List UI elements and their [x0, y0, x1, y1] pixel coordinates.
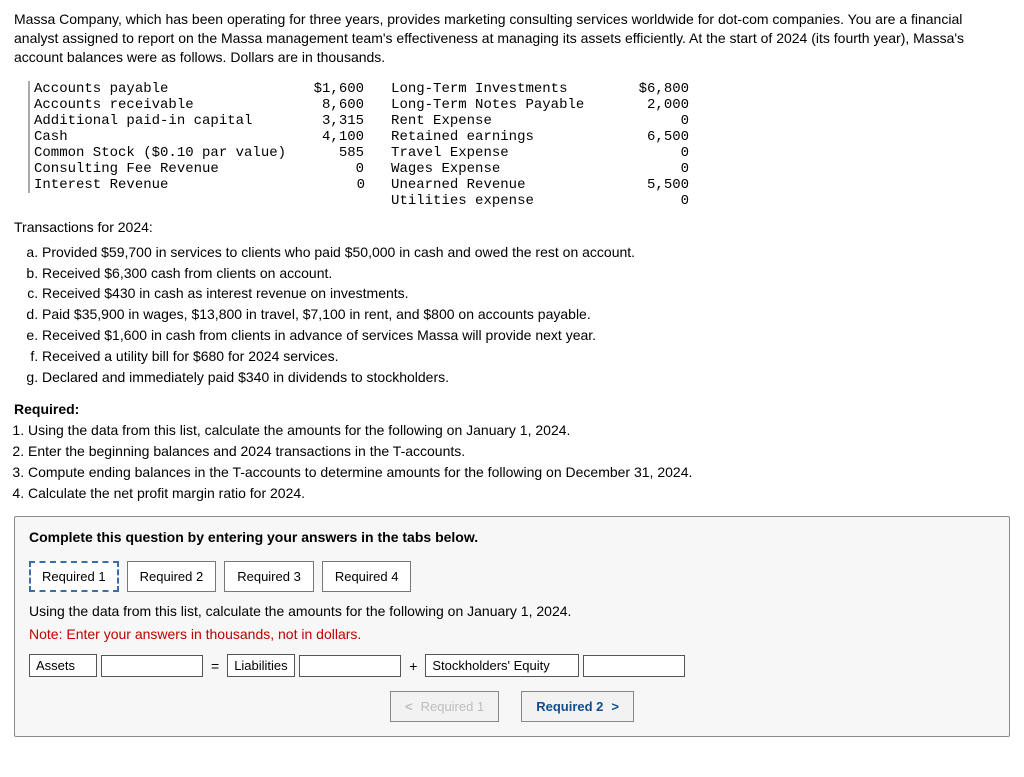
- transactions-title: Transactions for 2024:: [14, 219, 1010, 235]
- required-item: Calculate the net profit margin ratio fo…: [28, 484, 1010, 503]
- transaction-item: Declared and immediately paid $340 in di…: [42, 368, 1010, 387]
- nav-buttons: < Required 1 Required 2 >: [29, 691, 995, 722]
- equity-input[interactable]: [583, 655, 685, 677]
- plus-sign: +: [405, 658, 421, 674]
- tab-required-2[interactable]: Required 2: [127, 561, 217, 592]
- transaction-item: Received $430 in cash as interest revenu…: [42, 284, 1010, 303]
- required-item: Compute ending balances in the T-account…: [28, 463, 1010, 482]
- sub-instruction: Using the data from this list, calculate…: [29, 602, 995, 621]
- assets-label: Assets: [29, 654, 97, 677]
- required-item: Enter the beginning balances and 2024 tr…: [28, 442, 1010, 461]
- transaction-item: Provided $59,700 in services to clients …: [42, 243, 1010, 262]
- next-button-label: Required 2: [536, 699, 603, 714]
- tab-required-3[interactable]: Required 3: [224, 561, 314, 592]
- next-button[interactable]: Required 2 >: [521, 691, 634, 722]
- balances-table: Accounts payable $1,600 Long-Term Invest…: [28, 81, 698, 209]
- chevron-right-icon: >: [611, 699, 619, 714]
- bal-left-amount: $1,600: [294, 81, 373, 97]
- bal-right-amount: $6,800: [619, 81, 697, 97]
- problem-intro: Massa Company, which has been operating …: [14, 10, 1010, 67]
- tab-required-1[interactable]: Required 1: [29, 561, 119, 592]
- prev-button[interactable]: < Required 1: [390, 691, 499, 722]
- required-title: Required:: [14, 401, 1010, 417]
- transactions-list: Provided $59,700 in services to clients …: [42, 243, 1010, 387]
- liabilities-input[interactable]: [299, 655, 401, 677]
- transaction-item: Received $1,600 in cash from clients in …: [42, 326, 1010, 345]
- prev-button-label: Required 1: [421, 699, 485, 714]
- liabilities-label: Liabilities: [227, 654, 295, 677]
- equation-row: Assets = Liabilities + Stockholders' Equ…: [29, 654, 995, 677]
- bal-right-label: Long-Term Investments: [373, 81, 619, 97]
- transaction-item: Received a utility bill for $680 for 202…: [42, 347, 1010, 366]
- tab-bar: Required 1 Required 2 Required 3 Require…: [29, 561, 995, 592]
- tab-required-4[interactable]: Required 4: [322, 561, 412, 592]
- chevron-left-icon: <: [405, 699, 413, 714]
- equity-label: Stockholders' Equity: [425, 654, 579, 677]
- answer-panel: Complete this question by entering your …: [14, 516, 1010, 737]
- assets-input[interactable]: [101, 655, 203, 677]
- panel-instruction: Complete this question by entering your …: [29, 529, 995, 545]
- required-list: Using the data from this list, calculate…: [28, 421, 1010, 503]
- transaction-item: Paid $35,900 in wages, $13,800 in travel…: [42, 305, 1010, 324]
- equals-sign: =: [207, 658, 223, 674]
- transaction-item: Received $6,300 cash from clients on acc…: [42, 264, 1010, 283]
- required-item: Using the data from this list, calculate…: [28, 421, 1010, 440]
- note-text: Note: Enter your answers in thousands, n…: [29, 625, 995, 644]
- bal-left-label: Accounts payable: [29, 81, 294, 97]
